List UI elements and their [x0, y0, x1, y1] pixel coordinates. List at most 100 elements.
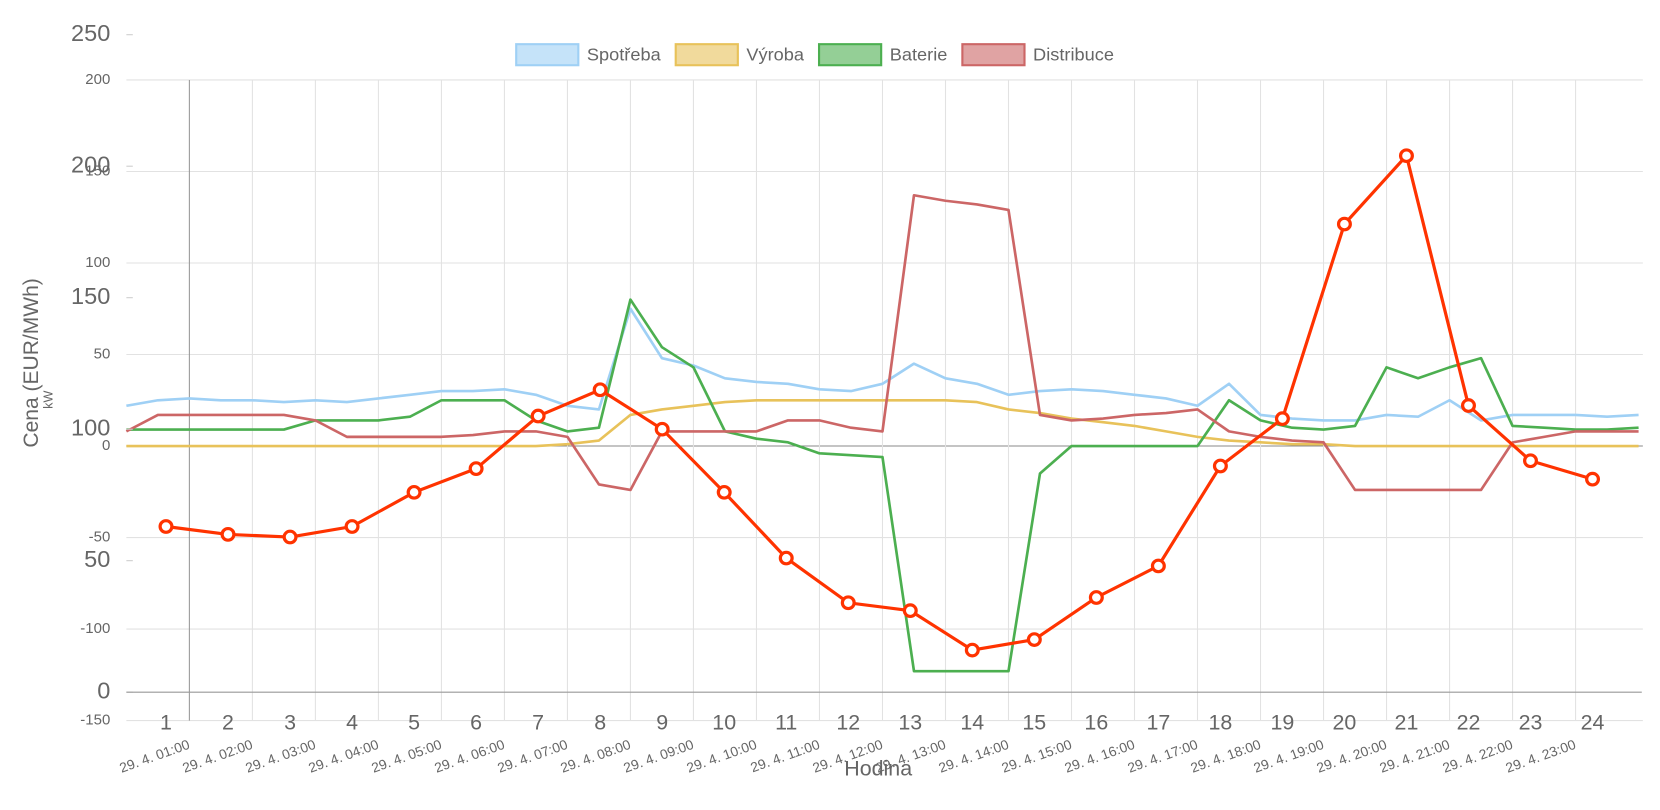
x-tick-label: 1 — [160, 711, 172, 734]
y-tick-label: 200 — [71, 152, 110, 178]
y2-tick-label: 100 — [85, 255, 110, 271]
y-axis-title: Cena (EUR/MWh) — [20, 278, 43, 447]
x2-tick-label: 29. 4. 14:00 — [937, 737, 1012, 776]
price-point — [1212, 458, 1228, 474]
x-tick-label: 18 — [1208, 711, 1232, 734]
x2-tick-label: 29. 4. 02:00 — [180, 737, 255, 776]
price-point — [1026, 632, 1042, 647]
price-point — [592, 382, 608, 398]
price-point — [1274, 411, 1290, 427]
legend-label: Výroba — [746, 45, 805, 65]
x-tick-label: 5 — [408, 711, 420, 734]
price-point — [220, 527, 236, 542]
x-tick-label: 20 — [1333, 711, 1357, 734]
x2-tick-label: 29. 4. 09:00 — [622, 737, 697, 776]
x-tick-label: 16 — [1084, 711, 1108, 734]
x-tick-label: 12 — [836, 711, 860, 734]
x2-tick-label: 29. 4. 06:00 — [433, 737, 508, 776]
y2-tick-label: 200 — [85, 72, 110, 88]
x2-tick-label: 29. 4. 23:00 — [1504, 737, 1579, 776]
price-line — [165, 152, 1593, 652]
x-tick-label: 14 — [960, 711, 984, 734]
price-point — [1336, 216, 1352, 232]
y-tick-label: 250 — [71, 20, 110, 46]
price-point — [840, 595, 856, 611]
legend-swatch — [515, 43, 580, 67]
price-point — [654, 421, 670, 437]
price-point — [716, 484, 732, 500]
x2-tick-label: 29. 4. 19:00 — [1252, 737, 1327, 776]
x2-tick-label: 29. 4. 03:00 — [243, 737, 318, 776]
x2-tick-label: 29. 4. 17:00 — [1126, 737, 1201, 776]
x-tick-label: 6 — [470, 711, 482, 734]
y-tick-label: 0 — [97, 677, 110, 703]
legend-swatch — [674, 43, 739, 67]
price-point — [1150, 558, 1166, 574]
x2-tick-label: 29. 4. 15:00 — [1000, 737, 1075, 776]
legend-label: Baterie — [890, 45, 948, 65]
legend-label: Distribuce — [1033, 45, 1114, 65]
x2-tick-label: 29. 4. 01:00 — [117, 737, 192, 776]
x2-tick-label: 29. 4. 04:00 — [307, 737, 382, 776]
x2-tick-label: 29. 4. 11:00 — [749, 737, 823, 775]
x-tick-label: 11 — [775, 711, 797, 734]
price-point — [282, 529, 298, 545]
series-line — [126, 298, 1639, 673]
price-point — [158, 519, 174, 534]
price-point — [1088, 590, 1104, 605]
x2-tick-label: 29. 4. 05:00 — [370, 737, 445, 776]
legend-item: Spotřeba — [515, 43, 662, 67]
y2-tick-label: -100 — [80, 621, 110, 637]
y2-axis-title: kW — [41, 391, 56, 409]
x-tick-label: 4 — [346, 711, 358, 734]
price-point — [468, 461, 484, 477]
legend-item: Distribuce — [961, 43, 1114, 67]
y2-tick-label: -150 — [80, 713, 110, 729]
price-point — [344, 519, 360, 534]
x2-tick-label: 29. 4. 18:00 — [1189, 737, 1264, 776]
x-axis-title: Hodina — [844, 758, 912, 781]
y2-tick-label: 150 — [85, 163, 110, 179]
x-tick-label: 9 — [656, 711, 668, 734]
y-tick-label: 50 — [84, 546, 110, 572]
x-tick-label: 10 — [712, 711, 736, 734]
price-point — [406, 484, 422, 500]
x-tick-label: 13 — [898, 711, 922, 734]
legend-item: Výroba — [674, 43, 805, 67]
price-point — [1398, 148, 1414, 164]
x-tick-label: 15 — [1022, 711, 1046, 734]
price-point — [778, 550, 794, 566]
x-tick-label: 19 — [1271, 711, 1295, 734]
x2-tick-label: 29. 4. 08:00 — [559, 737, 634, 776]
price-point — [1523, 453, 1539, 469]
x-tick-label: 8 — [594, 711, 606, 734]
legend-swatch — [817, 43, 883, 67]
price-point — [1585, 471, 1601, 487]
y2-tick-label: -50 — [89, 530, 111, 546]
x-tick-label: 3 — [284, 711, 296, 734]
x2-tick-label: 29. 4. 21:00 — [1378, 737, 1453, 776]
legend-swatch — [961, 43, 1026, 67]
legend-label: Spotřeba — [587, 45, 662, 65]
x2-tick-label: 29. 4. 20:00 — [1315, 737, 1390, 776]
x2-tick-label: 29. 4. 22:00 — [1441, 737, 1516, 776]
x2-tick-label: 29. 4. 10:00 — [685, 737, 760, 776]
x-tick-label: 24 — [1581, 711, 1605, 734]
x-tick-label: 2 — [222, 711, 234, 734]
price-point — [964, 642, 980, 658]
y-tick-label: 150 — [71, 283, 110, 309]
x-tick-label: 23 — [1519, 711, 1543, 734]
x-tick-label: 7 — [532, 711, 544, 734]
y2-tick-label: 0 — [102, 438, 110, 454]
x2-tick-label: 29. 4. 07:00 — [496, 737, 571, 776]
series-line — [126, 398, 1639, 448]
x-tick-label: 22 — [1457, 711, 1481, 734]
y-tick-label: 100 — [71, 415, 110, 441]
legend-item: Baterie — [817, 43, 948, 67]
y2-tick-label: 50 — [94, 347, 111, 363]
price-point — [530, 408, 546, 424]
price-point — [1460, 398, 1476, 413]
x2-tick-label: 29. 4. 16:00 — [1063, 737, 1138, 776]
x-tick-label: 17 — [1146, 711, 1170, 734]
